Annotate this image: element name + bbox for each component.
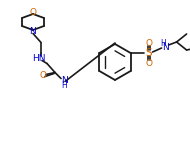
Text: N: N <box>30 27 36 36</box>
Text: H: H <box>161 40 166 48</box>
Text: O: O <box>145 59 152 67</box>
Text: H: H <box>61 81 67 90</box>
Text: S: S <box>145 48 152 58</box>
Text: O: O <box>145 38 152 47</box>
Text: O: O <box>29 8 36 17</box>
Text: O: O <box>40 71 47 80</box>
Text: N: N <box>162 43 169 52</box>
Text: N: N <box>61 76 67 85</box>
Text: HN: HN <box>32 54 46 63</box>
